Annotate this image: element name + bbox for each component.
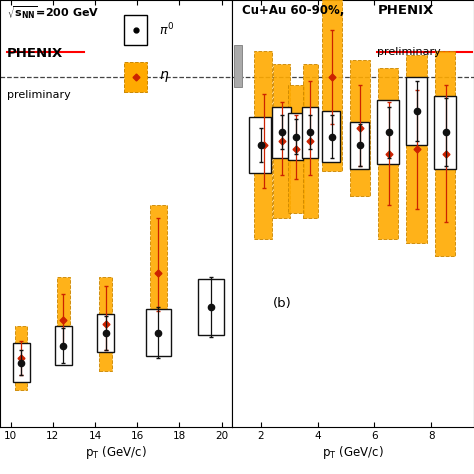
X-axis label: $\mathregular{p_T}$ (GeV/c): $\mathregular{p_T}$ (GeV/c) (85, 444, 147, 461)
Bar (288, 85, 304, 213)
Bar (322, 0, 342, 171)
Bar (254, 51, 272, 239)
Bar (124, 62, 147, 91)
Bar (273, 64, 290, 218)
Bar (124, 15, 147, 45)
Bar (249, 117, 271, 173)
Bar (99, 277, 112, 371)
Bar (435, 51, 455, 256)
Bar (378, 68, 398, 239)
Bar (350, 60, 370, 196)
Bar (234, 45, 242, 87)
Bar (97, 314, 114, 352)
Bar (302, 64, 318, 218)
Bar (406, 77, 427, 145)
Bar (377, 100, 399, 164)
Bar (288, 113, 303, 160)
Text: $\mathregular{\sqrt{s_{NN}}}$=200 GeV: $\mathregular{\sqrt{s_{NN}}}$=200 GeV (7, 4, 100, 20)
Text: Cu+Au 60-90%,: Cu+Au 60-90%, (242, 4, 344, 17)
Bar (15, 326, 27, 391)
Bar (302, 107, 318, 158)
Bar (150, 205, 167, 341)
Bar (434, 96, 456, 168)
Bar (406, 55, 427, 243)
Text: $\pi^0$: $\pi^0$ (159, 21, 174, 38)
Text: preliminary: preliminary (377, 47, 441, 57)
Bar (199, 279, 224, 335)
Bar (55, 326, 72, 365)
Bar (13, 343, 29, 382)
Text: $\eta$: $\eta$ (159, 69, 169, 84)
X-axis label: $\mathregular{p_T}$ (GeV/c): $\mathregular{p_T}$ (GeV/c) (322, 444, 384, 461)
Bar (57, 277, 70, 363)
Bar (350, 121, 369, 168)
Text: PHENIX: PHENIX (377, 4, 434, 17)
Bar (322, 111, 340, 162)
Bar (146, 310, 171, 356)
Bar (272, 107, 291, 158)
Text: PHENIX: PHENIX (7, 47, 63, 60)
Text: preliminary: preliminary (7, 90, 71, 100)
Text: (b): (b) (273, 297, 292, 310)
